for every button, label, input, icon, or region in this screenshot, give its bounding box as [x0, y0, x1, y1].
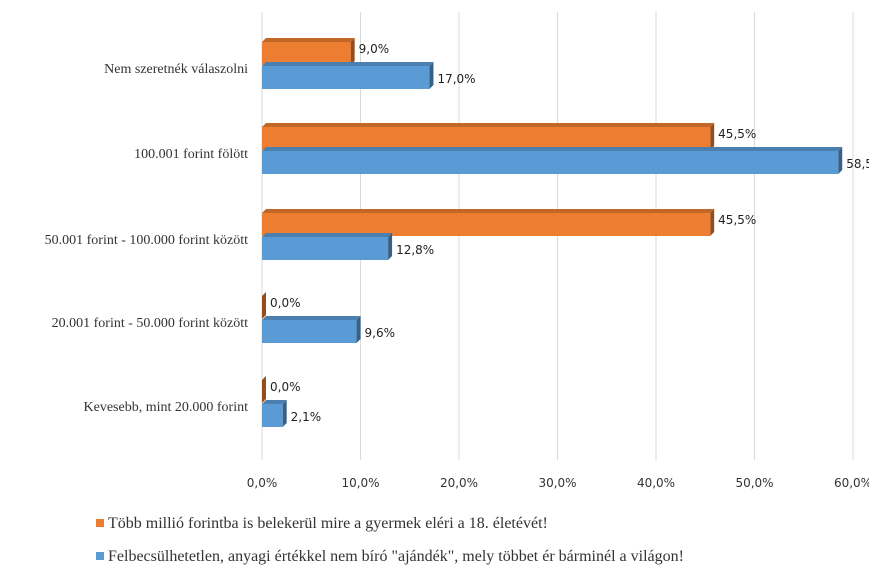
legend-item-blue: Felbecsülhetetlen, anyagi értékkel nem b… — [96, 548, 684, 566]
data-label-s1-c1: 58,5% — [846, 157, 869, 171]
category-label-4: Kevesebb, mint 20.000 forint — [84, 400, 249, 415]
bar-s1-c0 — [262, 62, 434, 89]
legend-item-orange: Több millió forintba is belekerül mire a… — [96, 515, 548, 533]
bar-s0-c2 — [262, 209, 715, 236]
data-label-s0-c2: 45,5% — [718, 213, 756, 227]
category-label-0: Nem szeretnék válaszolni — [104, 62, 248, 77]
bar-s1-c3 — [262, 316, 361, 343]
data-label-s1-c2: 12,8% — [396, 243, 434, 257]
x-tick-label-3: 30,0% — [538, 476, 576, 490]
category-label-1: 100.001 forint fölött — [134, 147, 248, 162]
bar-s0-c3 — [262, 292, 266, 319]
category-label-3: 20.001 forint - 50.000 forint között — [52, 316, 248, 331]
data-label-s1-c0: 17,0% — [437, 72, 475, 86]
category-label-2: 50.001 forint - 100.000 forint között — [45, 233, 248, 248]
x-tick-label-5: 50,0% — [735, 476, 773, 490]
data-label-s1-c4: 2,1% — [291, 410, 322, 424]
bar-s0-c0 — [262, 38, 355, 65]
data-label-s0-c3: 0,0% — [270, 296, 301, 310]
legend-label-orange: Több millió forintba is belekerül mire a… — [108, 515, 548, 532]
x-tick-label-0: 0,0% — [247, 476, 278, 490]
x-tick-label-1: 10,0% — [341, 476, 379, 490]
x-tick-label-2: 20,0% — [440, 476, 478, 490]
x-tick-label-6: 60,0% — [834, 476, 869, 490]
bar-s0-c1 — [262, 123, 715, 150]
data-label-s0-c4: 0,0% — [270, 380, 301, 394]
data-label-s0-c1: 45,5% — [718, 127, 756, 141]
bar-s1-c4 — [262, 400, 287, 427]
legend-swatch-orange — [96, 519, 104, 527]
legend-swatch-blue — [96, 552, 104, 560]
bar-s1-c2 — [262, 233, 393, 260]
data-label-s0-c0: 9,0% — [359, 42, 390, 56]
data-label-s1-c3: 9,6% — [365, 326, 396, 340]
bar-s0-c4 — [262, 376, 266, 403]
legend-label-blue: Felbecsülhetetlen, anyagi értékkel nem b… — [108, 548, 684, 565]
x-tick-label-4: 40,0% — [637, 476, 675, 490]
bar-s1-c1 — [262, 147, 843, 174]
